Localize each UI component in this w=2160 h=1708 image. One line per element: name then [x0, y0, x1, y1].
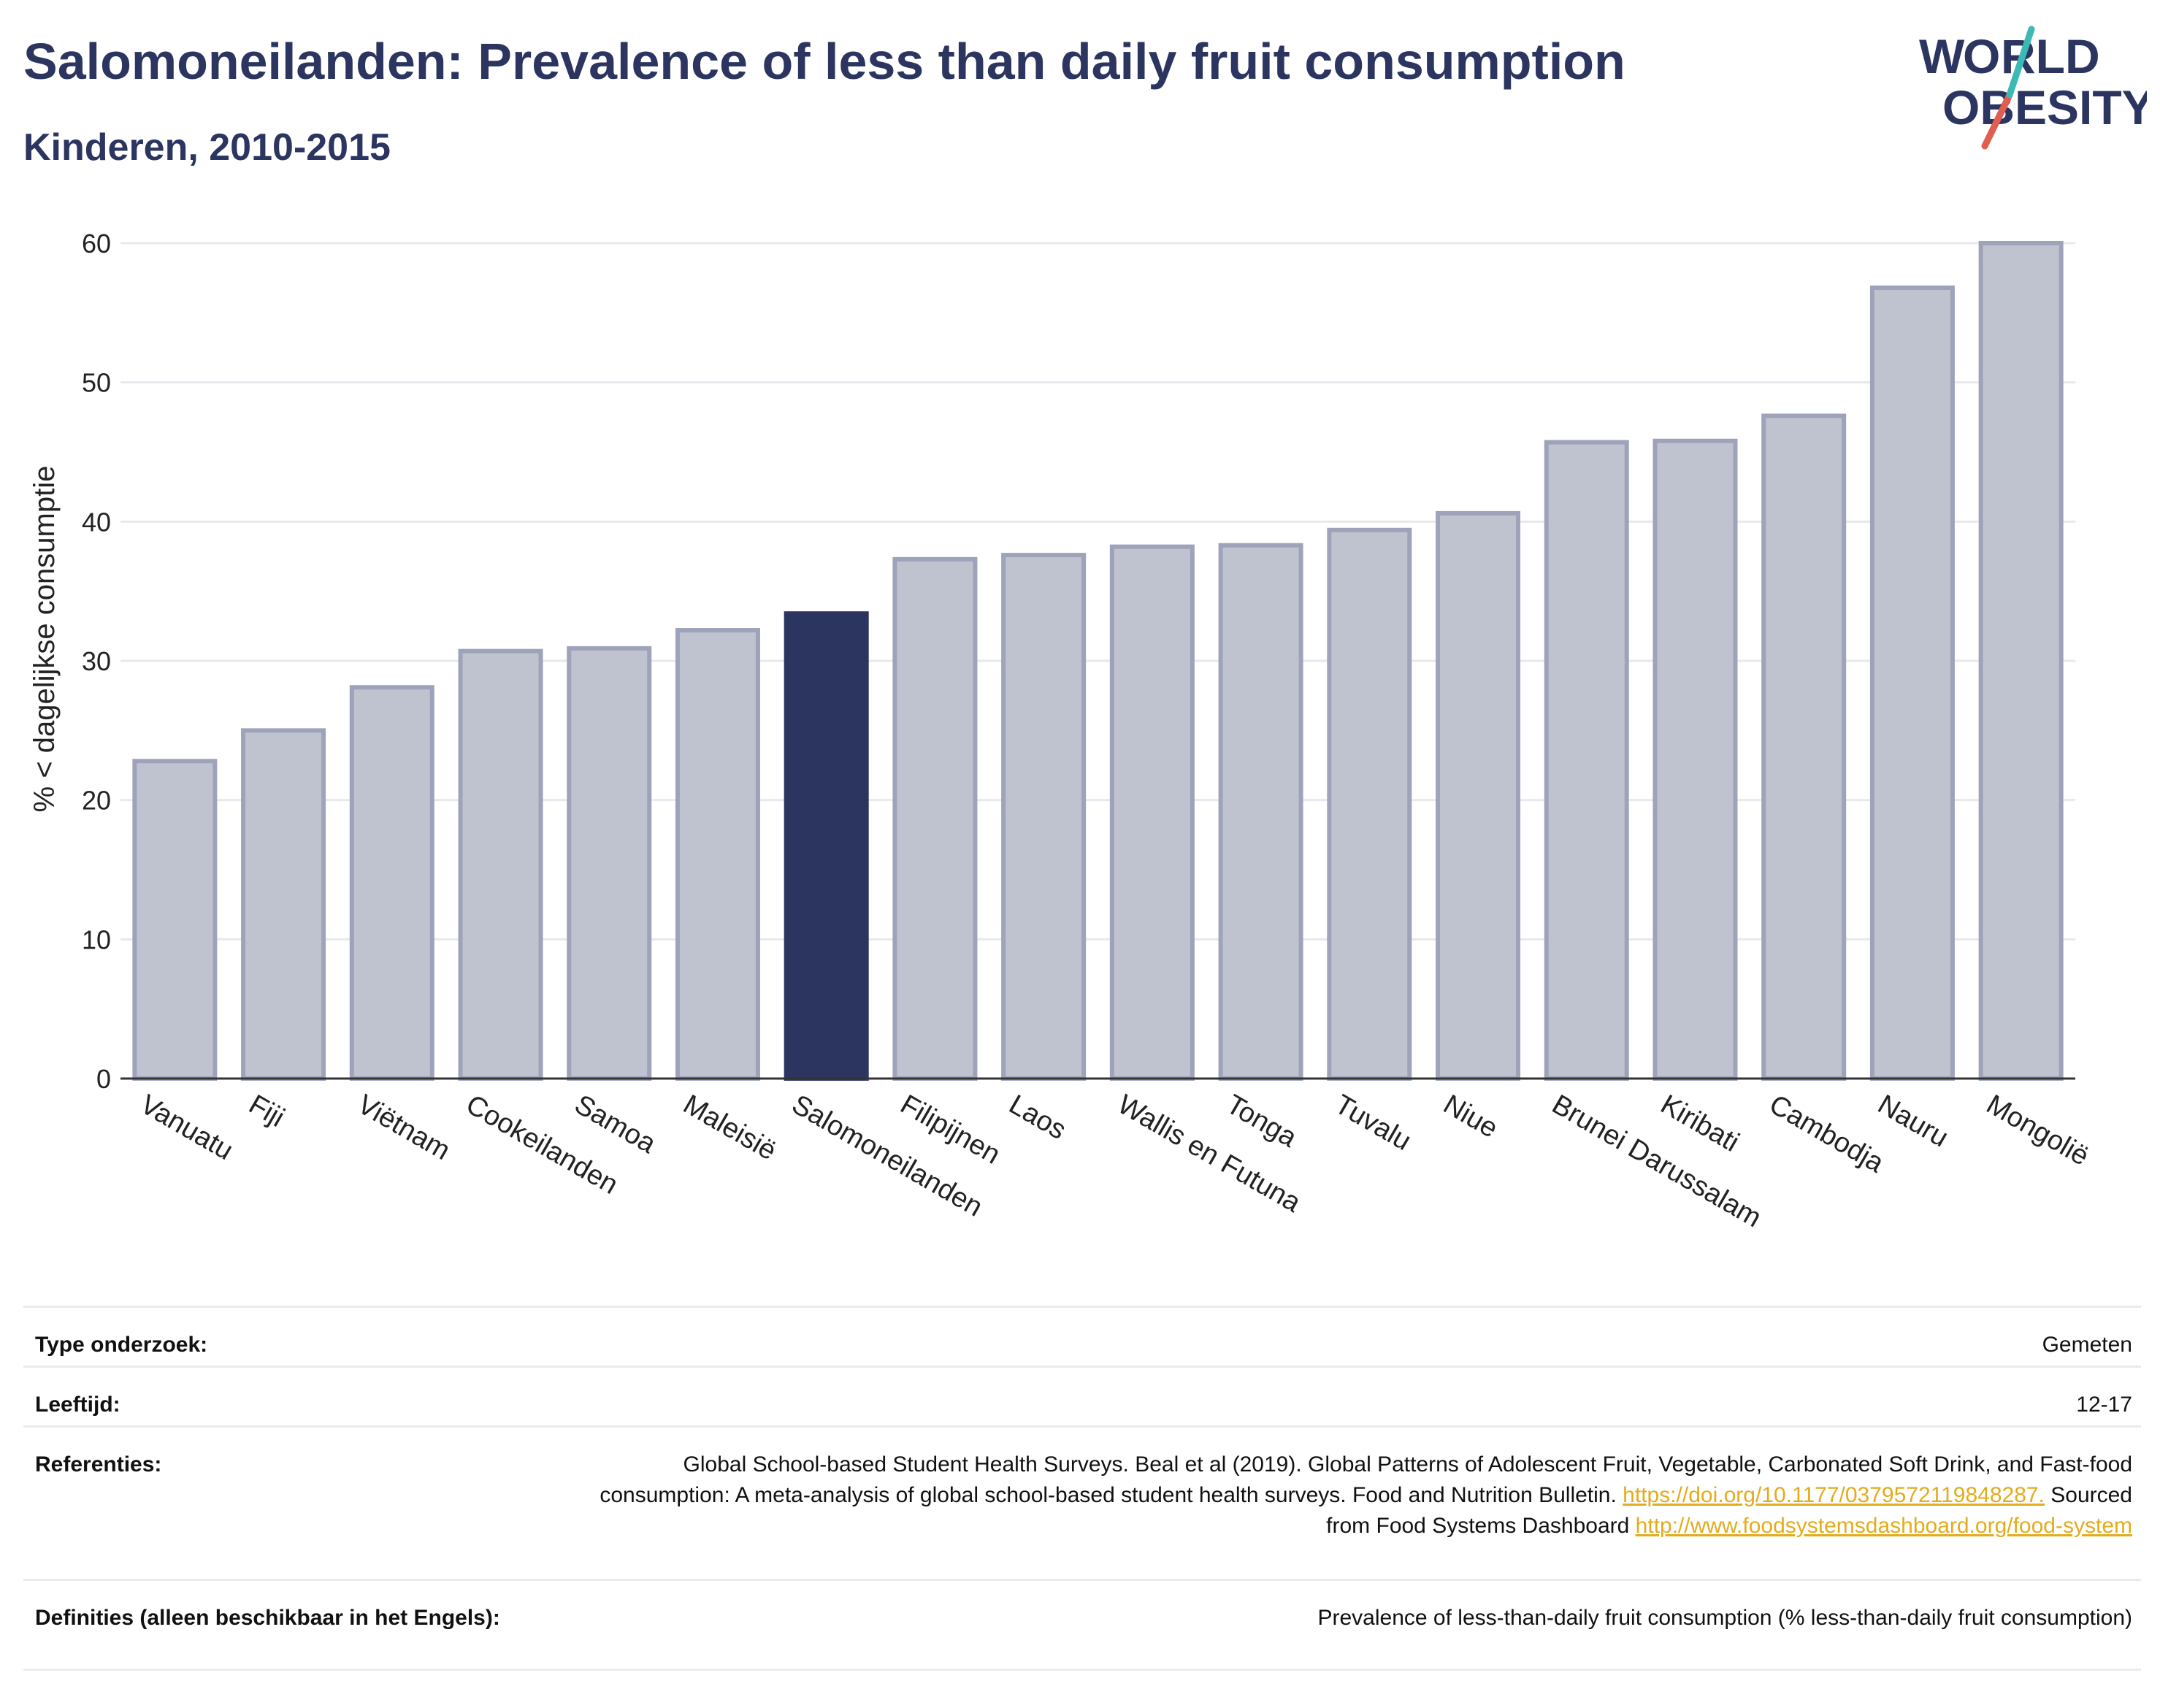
svg-text:O: O [1963, 29, 2000, 83]
bar-kiribati [1652, 438, 1738, 1081]
y-tick-label: 10 [82, 924, 111, 954]
info-value: 12-17 [2076, 1393, 2132, 1417]
bar-nauru [1869, 286, 1955, 1081]
info-row-definitions: Definities (alleen beschikbaar in het En… [23, 1579, 2141, 1671]
bar-filipijnen [892, 556, 978, 1081]
bar-mongolië [1978, 241, 2064, 1081]
info-key: Definities (alleen beschikbaar in het En… [35, 1606, 500, 1630]
bar-cookeilanden [458, 648, 543, 1081]
page-subtitle: Kinderen, 2010-2015 [23, 126, 391, 169]
x-tick-label: Cambodja [1764, 1089, 1890, 1179]
bar-laos [1001, 553, 1087, 1081]
x-tick-label: Fiji [244, 1089, 290, 1133]
info-row-age: Leeftijd: 12-17 [23, 1366, 2141, 1425]
info-row-references: Referenties: Global School-based Student… [23, 1425, 2141, 1579]
svg-text:W: W [1919, 29, 1965, 83]
y-tick-label: 60 [82, 229, 111, 259]
bar-fiji [241, 728, 326, 1081]
reference-text: Global School-based Student Health Surve… [600, 1452, 2132, 1507]
info-key: Type onderzoek: [35, 1333, 208, 1357]
x-tick-label: Viëtnam [352, 1089, 455, 1166]
x-tick-label: Maleisië [678, 1089, 781, 1166]
info-key: Leeftijd: [35, 1393, 120, 1417]
info-value: Prevalence of less-than-daily fruit cons… [1317, 1606, 2133, 1630]
bar-brunei-darussalam [1544, 440, 1629, 1081]
x-tick-label: Tonga [1221, 1089, 1302, 1154]
bar-tonga [1218, 543, 1303, 1081]
x-tick-label: Brunei Darussalam [1547, 1089, 1766, 1233]
x-tick-label: Kiribati [1655, 1089, 1745, 1157]
bar-tuvalu [1327, 527, 1412, 1081]
x-tick-label: Samoa [570, 1089, 662, 1160]
y-tick-label: 0 [96, 1064, 111, 1094]
x-tick-label: Mongolië [1981, 1089, 2094, 1171]
x-tick-label: Vanuatu [135, 1089, 238, 1166]
doi-link[interactable]: https://doi.org/10.1177/0379572119848287… [1623, 1483, 2045, 1507]
info-value: Gemeten [2042, 1333, 2132, 1357]
bar-niue [1436, 510, 1521, 1081]
info-row-survey-type: Type onderzoek: Gemeten [23, 1306, 2141, 1366]
bar-vanuatu [132, 759, 218, 1081]
svg-text:OBESITY: OBESITY [1942, 80, 2147, 134]
y-tick-label: 40 [82, 507, 111, 537]
info-table: Type onderzoek: Gemeten Leeftijd: 12-17 … [23, 1306, 2141, 1671]
x-tick-label: Nauru [1872, 1089, 1953, 1153]
y-tick-label: 50 [82, 368, 111, 398]
reference-source-text: Sourced from Food Systems Dashboard [1326, 1483, 2132, 1538]
x-tick-label: Salomoneilanden [786, 1089, 987, 1222]
bar-wallis-en-futuna [1109, 544, 1195, 1081]
y-axis-label: % < dagelijkse consumptie [28, 466, 61, 813]
bar-cambodja [1761, 413, 1847, 1081]
world-obesity-logo: W O RLD OBESITY [1919, 26, 2147, 150]
bar-salomoneilanden [784, 611, 869, 1081]
bar-viëtnam [349, 685, 434, 1081]
y-tick-label: 20 [82, 786, 111, 816]
bar-chart: 0 10 20 30 40 50 60 % < dagelijkse consumptie Va… [28, 229, 2094, 1233]
x-tick-label: Wallis en Futuna [1112, 1089, 1306, 1219]
page-title: Salomoneilanden: Prevalence of less than… [23, 33, 1625, 90]
dashboard-link[interactable]: http://www.foodsystemsdashboard.org/food… [1635, 1514, 2132, 1538]
y-tick-label: 30 [82, 646, 111, 676]
bar-samoa [567, 646, 652, 1081]
info-value: Global School-based Student Health Surve… [584, 1449, 2132, 1579]
bar-maleisië [675, 628, 760, 1081]
x-tick-label: Tuvalu [1330, 1089, 1417, 1157]
x-tick-label: Laos [1004, 1089, 1071, 1146]
x-tick-label: Niue [1439, 1089, 1504, 1144]
info-key: Referenties: [35, 1452, 162, 1477]
